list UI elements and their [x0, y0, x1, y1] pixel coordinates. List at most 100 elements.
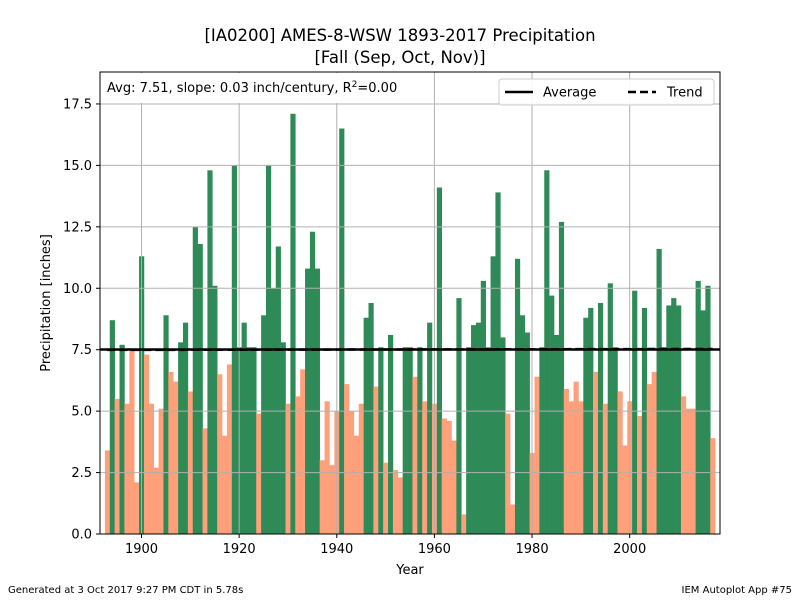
bar-1909	[182, 322, 189, 534]
x-axis-label: Year	[395, 563, 424, 578]
bar-1905	[163, 315, 169, 534]
y-tick-label: 17.5	[63, 97, 92, 112]
bar-1991	[583, 317, 589, 534]
annotation-box	[101, 73, 424, 103]
bar-1911	[192, 226, 198, 534]
bar-1998	[617, 391, 623, 534]
bar-2009	[671, 298, 677, 534]
bar-1973	[495, 192, 501, 534]
bar-1959	[427, 322, 433, 534]
bar-1921	[241, 322, 247, 534]
y-axis-label: Precipitation [inches]	[39, 234, 54, 372]
bar-1947	[368, 303, 374, 534]
bar-1942	[344, 384, 350, 534]
bar-1953	[397, 477, 403, 534]
legend-average-label: Average	[543, 86, 596, 101]
y-tick-label: 5.0	[71, 405, 92, 420]
bar-1945	[358, 403, 364, 534]
bar-1967	[466, 347, 472, 534]
bar-1985	[554, 334, 560, 534]
bar-2012	[685, 408, 692, 534]
bar-1897	[124, 403, 130, 534]
bar-1913	[202, 428, 208, 534]
x-tick-label: 1900	[125, 542, 158, 557]
bar-1944	[353, 435, 360, 534]
bar-1979	[524, 332, 530, 534]
bar-1964	[451, 440, 457, 534]
bar-1988	[568, 401, 574, 534]
footer-generated: Generated at 3 Oct 2017 9:27 PM CDT in 5…	[8, 585, 244, 596]
bar-2010	[676, 305, 682, 534]
bar-1902	[148, 403, 155, 534]
bar-1931	[290, 113, 296, 534]
bar-1896	[119, 344, 125, 534]
bar-1908	[178, 342, 184, 534]
bar-2014	[695, 280, 701, 534]
bar-1895	[114, 398, 120, 534]
x-tick-label: 1960	[418, 542, 451, 557]
bar-1963	[446, 420, 452, 534]
y-tick-label: 12.5	[63, 220, 92, 235]
bar-1906	[168, 371, 174, 534]
bar-2001	[632, 290, 638, 534]
bar-1894	[109, 320, 115, 534]
bar-1914	[207, 170, 213, 535]
annotation-text: Avg: 7.51, slope: 0.03 inch/century, R2=…	[107, 80, 397, 96]
bar-1972	[490, 256, 496, 534]
bar-2013	[690, 408, 696, 534]
bar-1946	[363, 317, 369, 534]
plot-frame	[99, 71, 721, 535]
bar-1966	[461, 514, 467, 534]
bar-1939	[329, 465, 335, 534]
y-tick-label: 0.0	[71, 528, 92, 543]
bar-1907	[173, 381, 179, 534]
bar-1938	[324, 401, 330, 534]
bar-1984	[549, 295, 555, 534]
bar-1955	[407, 347, 413, 534]
bar-1918	[226, 364, 233, 534]
bar-1904	[158, 408, 164, 534]
bar-1954	[402, 347, 408, 534]
bar-1986	[558, 221, 565, 535]
bar-1901	[143, 354, 150, 534]
bar-1968	[471, 325, 477, 534]
bar-1934	[305, 268, 311, 534]
bar-1898	[129, 349, 135, 534]
bar-1961	[436, 187, 443, 534]
bar-1922	[246, 347, 252, 534]
bar-2006	[656, 248, 662, 535]
chart-subtitle: [Fall (Sep, Oct, Nov)]	[314, 48, 486, 67]
bar-2008	[666, 305, 672, 534]
bar-1992	[588, 307, 594, 534]
bar-2017	[710, 438, 716, 534]
bar-1935	[309, 231, 316, 534]
bar-1915	[212, 285, 218, 534]
trend-line	[107, 347, 713, 352]
y-tick-label: 2.5	[71, 466, 92, 481]
bar-1903	[153, 467, 159, 534]
bar-1925	[261, 315, 267, 534]
bar-1956	[412, 376, 418, 534]
bar-1952	[392, 470, 399, 534]
bar-1929	[280, 342, 286, 534]
bar-1997	[612, 347, 618, 534]
y-tick-label: 10.0	[63, 282, 92, 297]
bar-1924	[256, 413, 262, 534]
bar-1899	[134, 482, 140, 534]
bar-1950	[383, 462, 389, 534]
bar-2015	[700, 310, 706, 534]
bar-1910	[187, 391, 194, 534]
bar-1981	[534, 376, 540, 534]
x-tick-label: 1920	[223, 542, 256, 557]
bar-1933	[300, 369, 306, 534]
bar-1970	[480, 280, 486, 534]
bar-1923	[251, 347, 257, 534]
bar-2011	[680, 396, 687, 534]
bar-1983	[544, 170, 550, 535]
bar-1999	[622, 445, 628, 534]
bar-1987	[563, 389, 569, 534]
bar-1932	[295, 396, 301, 534]
y-tick-label: 15.0	[63, 159, 92, 174]
bar-1977	[514, 258, 521, 534]
